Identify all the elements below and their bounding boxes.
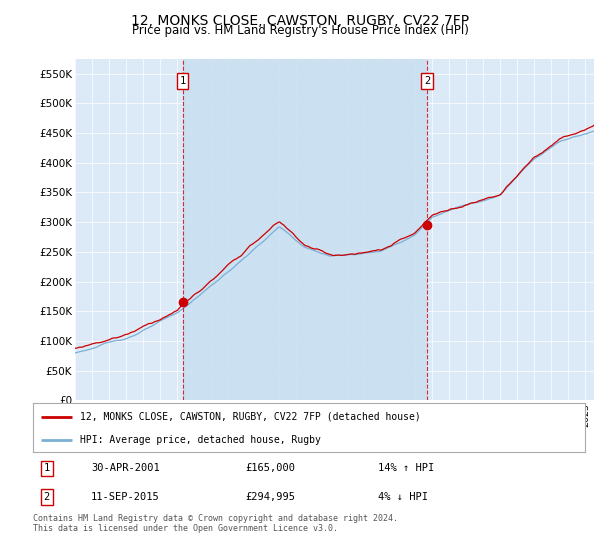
Text: 12, MONKS CLOSE, CAWSTON, RUGBY, CV22 7FP: 12, MONKS CLOSE, CAWSTON, RUGBY, CV22 7F… — [131, 14, 469, 28]
Text: 1: 1 — [44, 464, 50, 473]
Text: 1: 1 — [179, 76, 186, 86]
Text: £294,995: £294,995 — [245, 492, 296, 502]
Text: HPI: Average price, detached house, Rugby: HPI: Average price, detached house, Rugb… — [80, 435, 321, 445]
Text: 2: 2 — [44, 492, 50, 502]
Text: 4% ↓ HPI: 4% ↓ HPI — [378, 492, 428, 502]
Text: 11-SEP-2015: 11-SEP-2015 — [91, 492, 160, 502]
Text: 12, MONKS CLOSE, CAWSTON, RUGBY, CV22 7FP (detached house): 12, MONKS CLOSE, CAWSTON, RUGBY, CV22 7F… — [80, 412, 421, 422]
Text: Contains HM Land Registry data © Crown copyright and database right 2024.
This d: Contains HM Land Registry data © Crown c… — [33, 514, 398, 534]
Text: 14% ↑ HPI: 14% ↑ HPI — [378, 464, 434, 473]
Text: £165,000: £165,000 — [245, 464, 296, 473]
Text: 2: 2 — [424, 76, 430, 86]
Bar — [183, 59, 427, 400]
Text: Price paid vs. HM Land Registry's House Price Index (HPI): Price paid vs. HM Land Registry's House … — [131, 24, 469, 37]
Text: 30-APR-2001: 30-APR-2001 — [91, 464, 160, 473]
